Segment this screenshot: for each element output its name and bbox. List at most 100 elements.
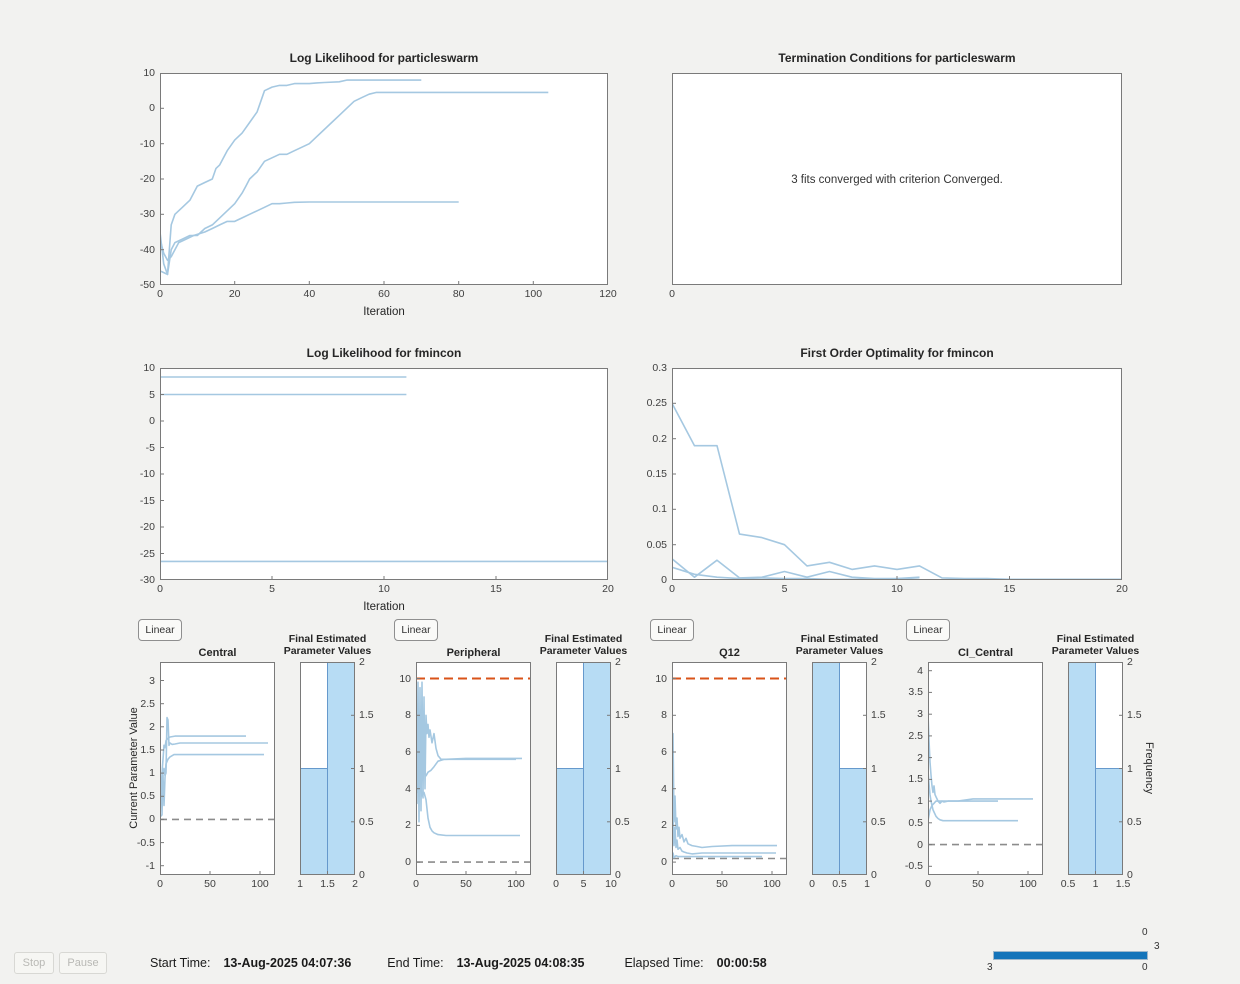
x-tick-label: 0 <box>553 878 559 890</box>
x-tick-label: 15 <box>1003 583 1016 595</box>
y-tick-label: 1 <box>917 795 923 808</box>
peripheral-trace-plot: 0 50 100 0 2 4 6 8 10 <box>399 662 531 890</box>
elapsed-time-value: 00:00:58 <box>716 956 767 970</box>
linear-button-q12[interactable]: Linear <box>650 619 694 641</box>
progress-count-right: 3 <box>1154 941 1160 952</box>
x-tick-label: 10 <box>891 583 903 595</box>
y-tick-label: 0.05 <box>646 538 667 551</box>
x-tick-label: 80 <box>452 288 465 300</box>
central-trace-plot: 0 50 100 -1 -0.5 0 0.5 1 1.5 2 2.5 3 <box>137 662 275 890</box>
x-tick-label: 20 <box>602 583 614 595</box>
y-tick-label: 0 <box>359 869 365 881</box>
y-tick-label: 2 <box>149 720 155 733</box>
fmincon-loglik-xlabel: Iteration <box>363 601 405 613</box>
y-tick-label: -10 <box>139 137 155 150</box>
x-tick-label: 50 <box>460 878 472 890</box>
y-tick-label: 2 <box>615 656 621 668</box>
x-tick-label: 0 <box>925 878 931 890</box>
stop-button[interactable]: Stop <box>14 952 54 974</box>
fmincon-loglik-title: Log Likelihood for fmincon <box>306 346 462 360</box>
y-tick-label: 10 <box>399 672 411 685</box>
y-tick-label: 1 <box>149 767 155 780</box>
y-tick-label: 6 <box>405 745 411 758</box>
y-tick-label: 4 <box>661 782 667 795</box>
y-tick-label: 0 <box>1127 869 1133 881</box>
x-tick-label: 0.5 <box>1060 878 1076 890</box>
y-tick-label: 1 <box>359 762 365 775</box>
y-tick-label: 5 <box>149 388 155 401</box>
ps-term-message: 3 fits converged with criterion Converge… <box>791 174 1003 186</box>
x-tick-label: 60 <box>378 288 390 300</box>
progress-count-top: 0 <box>1142 927 1148 938</box>
y-tick-label: 2 <box>917 751 923 764</box>
y-tick-label: 3 <box>149 674 155 687</box>
y-tick-label: 1 <box>871 762 877 775</box>
y-tick-label: 10 <box>143 362 155 374</box>
x-tick-label: 0 <box>157 288 163 300</box>
end-time-label: End Time: <box>387 956 444 970</box>
x-tick-label: 1 <box>864 878 870 890</box>
x-tick-label: 5 <box>580 878 587 890</box>
y-tick-label: 0.1 <box>652 503 667 516</box>
ps-loglik-title: Log Likelihood for particleswarm <box>289 51 479 65</box>
y-tick-label: 0.5 <box>140 790 155 803</box>
x-tick-label: 0 <box>809 878 815 890</box>
y-tick-label: -0.5 <box>136 836 155 849</box>
x-tick-label: 0 <box>157 583 163 595</box>
y-tick-label: 10 <box>655 672 667 685</box>
x-tick-label: 1 <box>1092 878 1099 890</box>
y-tick-label: 0 <box>661 574 667 586</box>
y-tick-label: 2 <box>871 656 877 668</box>
x-tick-label: 1 <box>297 878 303 890</box>
y-tick-label: 0.25 <box>646 397 667 410</box>
end-time-value: 13-Aug-2025 04:08:35 <box>456 956 585 970</box>
y-tick-label: 6 <box>661 745 667 758</box>
linear-button-central[interactable]: Linear <box>138 619 182 641</box>
elapsed-time-label: Elapsed Time: <box>624 956 704 970</box>
pause-button[interactable]: Pause <box>59 952 107 974</box>
ps-loglik-xlabel: Iteration <box>363 306 405 318</box>
progress-count-bottom-right: 0 <box>1142 962 1148 973</box>
x-tick-label: 10 <box>378 583 390 595</box>
linear-button-peripheral[interactable]: Linear <box>394 619 438 641</box>
linear-button-ci-central[interactable]: Linear <box>906 619 950 641</box>
y-tick-label: 1 <box>615 762 621 775</box>
peripheral-trace-title: Peripheral <box>446 647 501 659</box>
y-tick-label: 8 <box>405 709 411 722</box>
x-tick-label: 15 <box>490 583 502 595</box>
q12-trace-title: Q12 <box>719 647 740 659</box>
y-tick-label: 0 <box>405 856 411 869</box>
ci-central-hist-plot: 0.5 1 1.5 0 0.5 1 1.5 2 <box>1061 656 1142 890</box>
x-tick-label: 0 <box>157 878 163 890</box>
central-trace-title: Central <box>198 647 237 659</box>
y-tick-label: -50 <box>139 279 155 291</box>
y-tick-label: 1.5 <box>359 709 374 722</box>
frequency-label: Frequency <box>1143 742 1155 794</box>
y-tick-label: 2 <box>359 656 365 668</box>
ci-central-hist-title: Final Estimated Parameter Values <box>1051 633 1140 658</box>
ci-central-trace-plot: 0 50 100 -0.5 0 0.5 1 1.5 2 2.5 3 3.5 4 <box>905 662 1043 890</box>
y-tick-label: 0.5 <box>908 816 923 829</box>
progress-fill <box>994 952 1147 959</box>
central-hist-plot: 1 1.5 2 0 0.5 1 1.5 2 <box>297 656 374 890</box>
y-tick-label: 4 <box>405 782 411 795</box>
q12-trace-plot: 0 50 100 0 2 4 6 8 10 <box>655 662 787 890</box>
y-tick-label: -30 <box>139 208 155 221</box>
q12-hist-plot: 0 0.5 1 0 0.5 1 1.5 2 <box>809 656 886 890</box>
y-tick-label: -20 <box>139 521 155 533</box>
y-tick-label: 0.5 <box>871 815 886 828</box>
ci-central-trace-title: CI_Central <box>957 647 1014 659</box>
y-tick-label: 0 <box>149 102 155 115</box>
y-tick-label: 2.5 <box>908 729 923 742</box>
x-tick-label: 0 <box>413 878 419 890</box>
y-tick-label: 0 <box>661 856 667 869</box>
peripheral-hist-plot: 0 5 10 0 0.5 1 1.5 2 <box>553 656 630 890</box>
peripheral-hist-title: Final Estimated Parameter Values <box>539 633 628 658</box>
ps-loglik-plot: 0 20 40 60 80 100 120 -50 -40 -30 -20 -10 0 10 <box>140 67 617 300</box>
progress-count-bottom-left: 3 <box>987 962 993 973</box>
y-tick-label: 0.2 <box>652 432 667 445</box>
y-tick-label: 1.5 <box>1127 709 1142 722</box>
y-tick-label: -20 <box>139 173 155 185</box>
x-tick-label: 20 <box>228 288 241 300</box>
